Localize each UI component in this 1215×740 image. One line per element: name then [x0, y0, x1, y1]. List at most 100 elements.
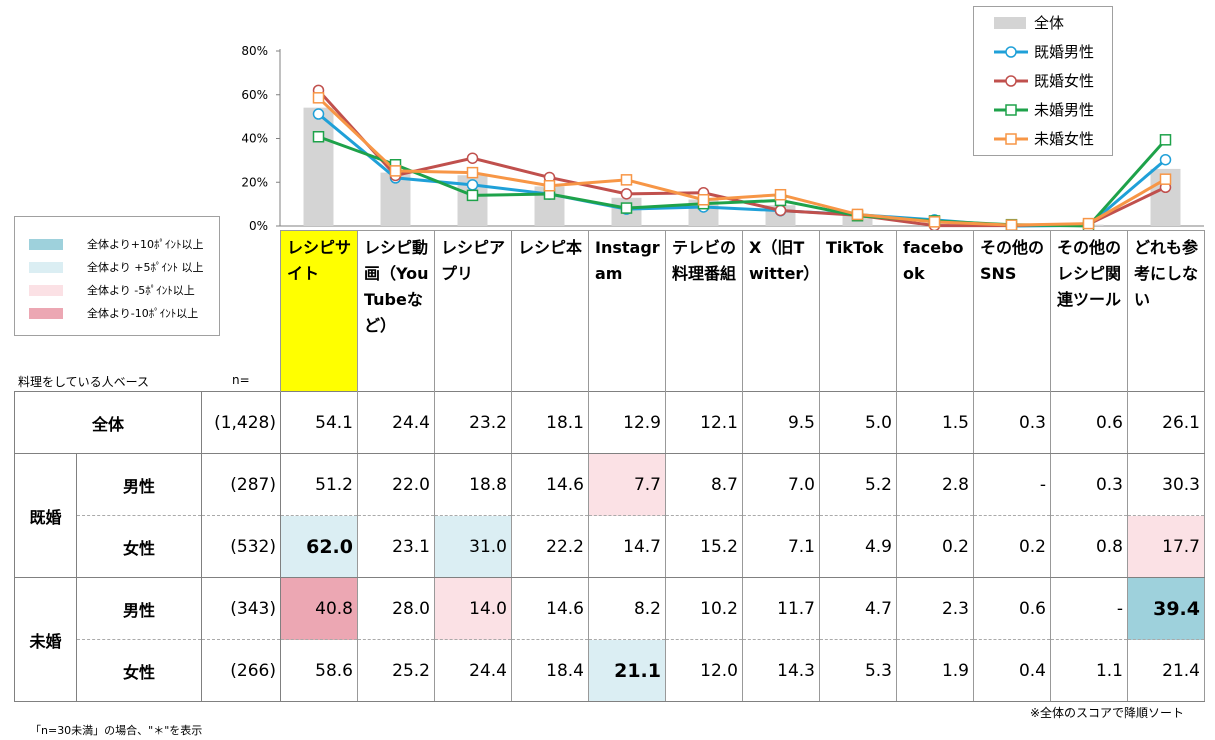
- group-label: 既婚: [14, 453, 77, 578]
- column-header: その他のSNS: [973, 230, 1051, 392]
- series-point-4: [1159, 173, 1172, 185]
- data-table: レシピサイト レシピ動画（YouTubeなど） レシピアプリ レシピ本 Instagra…: [14, 230, 1205, 702]
- series-point-1: [312, 108, 325, 120]
- series-point-3: [1159, 134, 1172, 146]
- table-cell: 0.6: [973, 577, 1051, 640]
- column-header: レシピサイト: [280, 230, 358, 392]
- legend-item: 既婚男性: [974, 40, 1114, 64]
- row-n: (287): [201, 453, 281, 516]
- table-cell: 8.7: [665, 453, 743, 516]
- table-cell: 7.0: [742, 453, 820, 516]
- table-cell: 62.0: [280, 515, 358, 578]
- header-row: レシピサイト レシピ動画（YouTubeなど） レシピアプリ レシピ本 Instagra…: [15, 230, 1205, 392]
- table-cell: 0.4: [973, 639, 1051, 702]
- table-cell: 28.0: [357, 577, 435, 640]
- key-label: 全体より+10ﾎﾟｲﾝﾄ以上: [87, 238, 204, 251]
- table-cell: 22.2: [511, 515, 589, 578]
- table-cell: 5.0: [819, 391, 897, 454]
- legend-label: 未婚男性: [1034, 101, 1095, 119]
- table-cell: 0.3: [973, 391, 1051, 454]
- column-header: TikTok: [819, 230, 897, 392]
- series-point-4: [1082, 217, 1095, 230]
- legend-label: 既婚男性: [1034, 43, 1095, 61]
- header-blank: [15, 231, 281, 392]
- series-point-2: [620, 188, 633, 200]
- table-row: 既婚 男性 (287) 51.2 22.0 18.8 14.6 7.7 8.7 7.0 5.2 2.8…: [14, 453, 1205, 578]
- column-header: facebook: [896, 230, 974, 392]
- table-cell: 17.7: [1127, 515, 1205, 578]
- key-swatch: [29, 239, 63, 250]
- group-label: 未婚: [14, 577, 77, 702]
- table-cell: 8.2: [588, 577, 666, 640]
- table-cell: 21.4: [1127, 639, 1205, 702]
- table-cell: 30.3: [1127, 453, 1205, 516]
- column-header: レシピアプリ: [434, 230, 512, 392]
- key-label: 全体より +5ﾎﾟｲﾝﾄ 以上: [87, 261, 204, 274]
- table-cell: 18.1: [511, 391, 589, 454]
- series-point-4: [928, 216, 941, 228]
- series-point-4: [697, 194, 710, 206]
- series-point-1: [1159, 153, 1172, 166]
- legend-marker: [1005, 104, 1017, 116]
- series-line-4: [317, 96, 1167, 227]
- base-label: 料理をしている人ベース: [18, 375, 150, 389]
- table-cell: 0.6: [1050, 391, 1128, 454]
- y-tick-label: 80%: [241, 44, 268, 58]
- legend-swatch: [994, 75, 1028, 87]
- table-cell: 0.3: [1050, 453, 1128, 516]
- table-row: 全体 (1,428) 54.1 24.4 23.2 18.1 12.9 12.1 9.5 5.0 1…: [14, 391, 1205, 454]
- table-cell: 23.1: [357, 515, 435, 578]
- series-point-2: [466, 152, 479, 164]
- key-swatch: [29, 285, 63, 296]
- table-cell: 7.1: [742, 515, 820, 578]
- legend-marker: [1005, 75, 1017, 87]
- legend-label: 全体: [1034, 14, 1065, 32]
- legend-marker: [1005, 46, 1017, 58]
- table-cell: 21.1: [588, 639, 666, 702]
- legend-marker: [1005, 133, 1017, 145]
- series-point-3: [466, 189, 479, 202]
- table-cell: 24.4: [357, 391, 435, 454]
- legend-item: 全体: [974, 11, 1114, 35]
- table-cell: 15.2: [665, 515, 743, 578]
- key-swatch: [29, 308, 63, 319]
- series-point-3: [620, 202, 633, 214]
- table-cell: 18.4: [511, 639, 589, 702]
- legend-swatch: [994, 46, 1028, 58]
- row-n: (1,428): [201, 391, 281, 454]
- column-header: レシピ動画（YouTubeなど）: [357, 230, 435, 392]
- table-cell: 26.1: [1127, 391, 1205, 454]
- row-n: (532): [201, 515, 281, 578]
- table-cell: 23.2: [434, 391, 512, 454]
- footnote-right: ※全体のスコアで降順ソート: [1030, 706, 1185, 720]
- row-n: (343): [201, 577, 281, 640]
- table-cell: 0.8: [1050, 515, 1128, 578]
- table-cell: 14.0: [434, 577, 512, 640]
- series-point-4: [543, 180, 556, 192]
- table-cell: 25.2: [357, 639, 435, 702]
- legend-swatch: [994, 133, 1028, 145]
- table-cell: 1.1: [1050, 639, 1128, 702]
- table-cell: 14.3: [742, 639, 820, 702]
- table-cell: 58.6: [280, 639, 358, 702]
- table-row: 未婚 男性 (343) 40.8 28.0 14.0 14.6 8.2 10.2 11.7 4.7 2…: [14, 577, 1205, 702]
- key-label: 全体より -5ﾎﾟｲﾝﾄ以上: [87, 284, 195, 297]
- table-cell: 12.0: [665, 639, 743, 702]
- series-point-4: [851, 208, 864, 221]
- color-key: 全体より+10ﾎﾟｲﾝﾄ以上 全体より +5ﾎﾟｲﾝﾄ 以上 全体より -5ﾎﾟｲﾝ…: [14, 216, 220, 336]
- legend-item: 既婚女性: [974, 69, 1114, 93]
- series-point-3: [312, 131, 325, 143]
- series-point-4: [774, 188, 787, 201]
- table-cell: 2.8: [896, 453, 974, 516]
- column-header: X（旧Twitter）: [742, 230, 820, 392]
- series-point-1: [466, 179, 479, 191]
- y-tick-label: 20%: [241, 175, 268, 189]
- key-label: 全体より-10ﾎﾟｲﾝﾄ以上: [87, 307, 199, 320]
- footnote-left: 「n=30未満」の場合、"＊"を表示: [30, 724, 203, 737]
- series-point-4: [312, 92, 325, 104]
- table-row: 女性 (532) 62.0 23.1 31.0 22.2 14.7 15.2 7.1 4.9 0.2…: [15, 515, 1205, 578]
- column-header: その他のレシピ関連ツール: [1050, 230, 1128, 392]
- n-label: n=: [232, 373, 250, 387]
- table-cell: 4.9: [819, 515, 897, 578]
- table-cell: 5.3: [819, 639, 897, 702]
